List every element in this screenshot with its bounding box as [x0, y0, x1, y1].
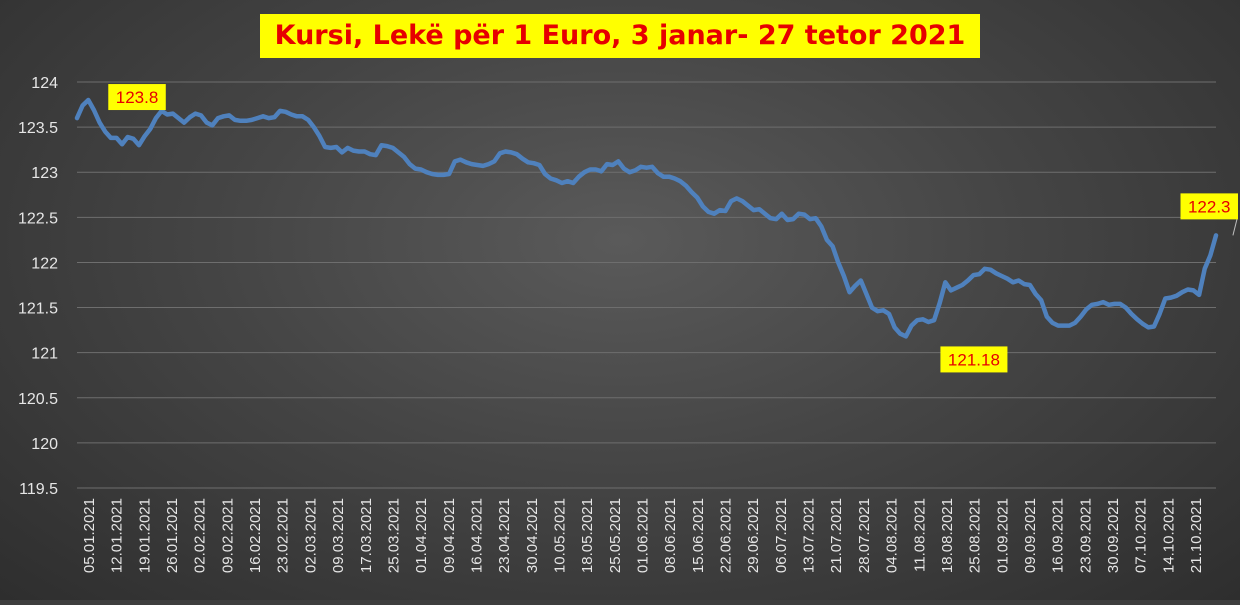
x-tick-label: 01.06.2021: [635, 498, 652, 573]
x-tick-label: 14.10.2021: [1160, 498, 1177, 573]
x-tick-label: 26.01.2021: [164, 498, 181, 573]
x-tick-label: 12.01.2021: [109, 498, 126, 573]
x-tick-label: 28.07.2021: [856, 498, 873, 573]
x-tick-label: 06.07.2021: [773, 498, 790, 573]
x-tick-label: 11.08.2021: [911, 498, 928, 572]
x-tick-label: 08.06.2021: [662, 498, 679, 573]
x-tick-label: 07.10.2021: [1133, 498, 1150, 573]
x-tick-label: 15.06.2021: [690, 498, 707, 573]
x-tick-label: 22.06.2021: [718, 498, 735, 573]
x-tick-label: 05.01.2021: [81, 498, 98, 573]
x-tick-label: 30.09.2021: [1105, 498, 1122, 573]
x-tick-label: 09.03.2021: [330, 498, 347, 573]
y-tick-label: 123: [31, 165, 58, 182]
data-label-box: [1180, 193, 1238, 220]
x-tick-label: 16.09.2021: [1050, 498, 1067, 573]
series-line: [74, 97, 1219, 339]
data-label: 123.8: [108, 84, 166, 111]
x-tick-label: 25.05.2021: [607, 498, 624, 573]
x-tick-label: 18.08.2021: [939, 498, 956, 573]
x-tick-label: 19.01.2021: [136, 498, 153, 573]
y-tick-label: 119.5: [19, 481, 58, 498]
y-tick-label: 120.5: [18, 391, 58, 408]
data-label: 122.3: [1180, 193, 1238, 236]
y-tick-label: 121: [31, 346, 58, 363]
data-label: 121.18: [940, 346, 1008, 373]
x-tick-label: 17.03.2021: [358, 498, 375, 573]
x-tick-label: 30.04.2021: [524, 498, 541, 573]
data-label-text: 122.3: [1188, 197, 1231, 216]
x-tick-label: 16.04.2021: [468, 498, 485, 573]
x-tick-label: 01.09.2021: [994, 498, 1011, 573]
y-tick-label: 123.5: [18, 120, 58, 137]
x-tick-label: 23.02.2021: [275, 498, 292, 573]
x-tick-label: 02.02.2021: [192, 498, 209, 573]
data-label-text: 123.8: [116, 88, 159, 107]
x-tick-label: 21.10.2021: [1188, 498, 1205, 573]
x-tick-label: 09.02.2021: [219, 498, 236, 573]
x-tick-label: 29.06.2021: [745, 498, 762, 573]
y-tick-label: 122: [31, 255, 58, 272]
x-tick-label: 10.05.2021: [551, 498, 568, 573]
y-tick-label: 122.5: [18, 210, 58, 227]
chart-title: Kursi, Lekë për 1 Euro, 3 janar- 27 teto…: [260, 14, 980, 58]
data-label-text: 121.18: [948, 350, 1000, 369]
y-tick-label: 121.5: [18, 301, 58, 318]
x-tick-label: 02.03.2021: [302, 498, 319, 573]
y-tick-label: 120: [31, 436, 58, 453]
x-tick-label: 09.09.2021: [1022, 498, 1039, 573]
data-label-box: [940, 346, 1008, 373]
x-tick-label: 13.07.2021: [801, 498, 818, 573]
x-tick-label: 23.09.2021: [1077, 498, 1094, 573]
x-tick-label: 18.05.2021: [579, 498, 596, 573]
x-tick-label: 01.04.2021: [413, 498, 430, 573]
x-tick-label: 25.03.2021: [385, 498, 402, 573]
x-tick-label: 21.07.2021: [828, 498, 845, 573]
data-label-leader: [1232, 219, 1238, 236]
x-tick-label: 25.08.2021: [967, 498, 984, 573]
x-tick-label: 16.02.2021: [247, 498, 264, 573]
data-label-box: [108, 84, 166, 111]
x-tick-label: 23.04.2021: [496, 498, 513, 573]
x-tick-label: 04.08.2021: [884, 498, 901, 573]
y-tick-label: 124: [31, 75, 58, 92]
x-tick-label: 09.04.2021: [441, 498, 458, 573]
